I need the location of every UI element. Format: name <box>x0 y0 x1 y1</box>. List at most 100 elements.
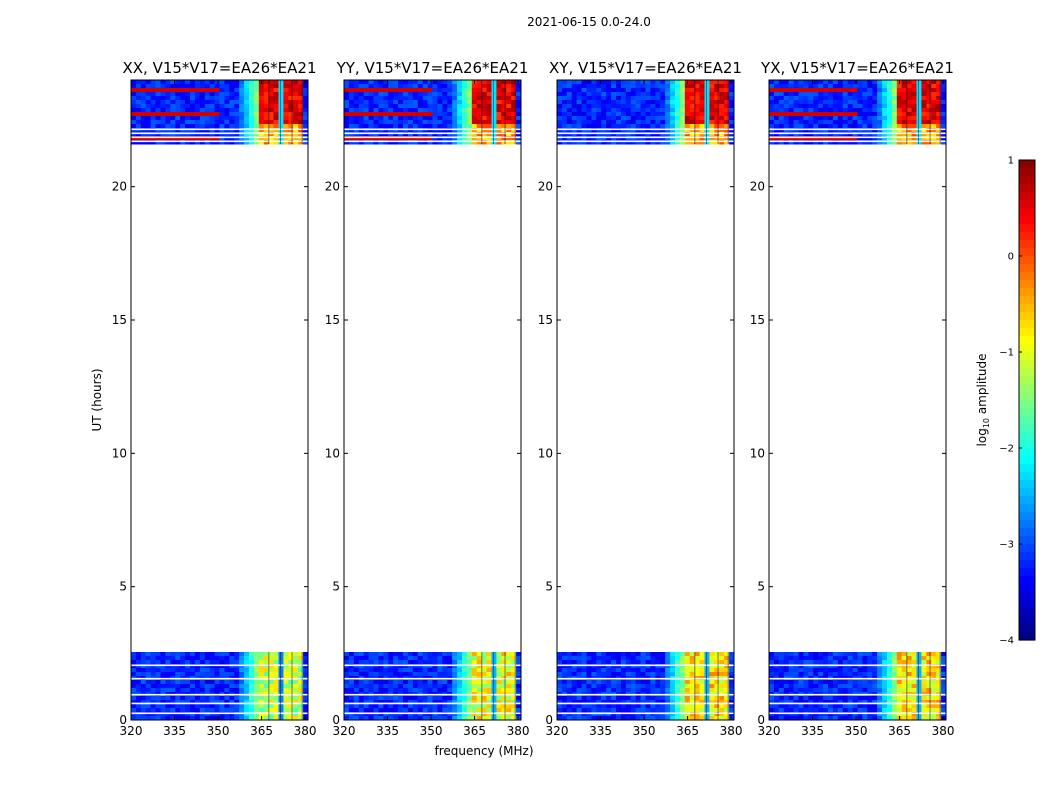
heatmap-cell <box>684 96 691 101</box>
heatmap-cell <box>901 136 908 141</box>
heatmap-cell <box>783 128 790 133</box>
heatmap-cell <box>813 664 819 669</box>
heatmap-cell <box>150 708 157 713</box>
heatmap-cell <box>941 660 947 665</box>
heatmap-cell <box>199 656 206 661</box>
heatmap-cell <box>190 656 196 661</box>
heatmap-cell <box>199 80 206 85</box>
heatmap-cell <box>630 704 637 709</box>
heatmap-cell <box>383 672 389 677</box>
heatmap-cell <box>813 136 819 141</box>
heatmap-cell <box>813 96 819 101</box>
heatmap-cell <box>442 116 448 121</box>
heatmap-cell <box>194 112 201 117</box>
heatmap-cell <box>887 712 893 717</box>
heatmap-cell <box>214 700 220 705</box>
heatmap-cell <box>239 700 245 705</box>
heatmap-cell <box>670 116 676 121</box>
heatmap-cell <box>471 108 478 113</box>
heatmap-cell <box>906 664 913 669</box>
heatmap-cell <box>561 700 568 705</box>
colorbar-segment <box>1019 400 1035 409</box>
heatmap-cell <box>887 120 893 125</box>
heatmap-cell <box>417 116 424 121</box>
heatmap-cell <box>645 652 651 657</box>
heatmap-cell <box>591 124 597 129</box>
heatmap-cell <box>694 92 701 97</box>
heatmap-cell <box>616 712 622 717</box>
axes-frame <box>768 79 947 721</box>
heatmap-cell <box>388 712 394 717</box>
heatmap-cell <box>170 84 176 89</box>
heatmap-cell <box>398 112 404 117</box>
heatmap-cell <box>561 108 568 113</box>
heatmap-cell <box>586 700 592 705</box>
heatmap-cell <box>576 700 583 705</box>
heatmap-cell <box>611 704 617 709</box>
heatmap-cell <box>694 708 701 713</box>
heatmap-cell <box>793 132 799 137</box>
heatmap-cell <box>442 128 448 133</box>
heatmap-cell <box>298 668 304 673</box>
heatmap-cell <box>926 700 932 705</box>
heatmap-cell <box>263 108 270 113</box>
heatmap-cell <box>204 688 211 693</box>
heatmap-cell <box>131 120 137 125</box>
heatmap-cell <box>921 84 927 89</box>
heatmap-cell <box>640 684 646 689</box>
y-tick-label: 0 <box>545 713 553 727</box>
heatmap-cell <box>611 708 617 713</box>
heatmap-cell <box>891 680 898 685</box>
heatmap-cell <box>557 124 563 129</box>
heatmap-cell <box>719 712 725 717</box>
heatmap-cell <box>714 112 720 117</box>
heatmap-cell <box>214 716 220 721</box>
heatmap-cell <box>832 712 839 717</box>
heatmap-cell <box>506 124 512 129</box>
heatmap-cell <box>857 660 863 665</box>
heatmap-cell <box>803 704 809 709</box>
heatmap-cell <box>882 668 888 673</box>
heatmap-cell <box>378 716 384 721</box>
heatmap-cell <box>388 656 394 661</box>
heatmap-cell <box>699 700 705 705</box>
heatmap-cell <box>704 696 710 701</box>
heatmap-cell <box>808 656 814 661</box>
heatmap-cell <box>496 88 502 93</box>
heatmap-cell <box>561 80 568 85</box>
heatmap-cell <box>466 124 473 129</box>
heatmap-cell <box>378 708 384 713</box>
heatmap-cell <box>911 700 917 705</box>
heatmap-cell <box>298 660 304 665</box>
heatmap-cell <box>709 672 715 677</box>
heatmap-cell <box>906 96 913 101</box>
heatmap-cell <box>358 672 365 677</box>
heatmap-cell <box>640 100 646 105</box>
heatmap-cell <box>645 656 651 661</box>
heatmap-cell <box>872 104 878 109</box>
heatmap-cell <box>373 100 379 105</box>
heatmap-cell <box>293 92 299 97</box>
heatmap-cell <box>936 656 942 661</box>
heatmap-cell <box>358 656 365 661</box>
heatmap-cell <box>229 652 235 657</box>
heatmap-cell <box>344 128 350 133</box>
heatmap-cell <box>911 672 917 677</box>
heatmap-cell <box>358 136 365 141</box>
heatmap-cell <box>616 716 622 721</box>
heatmap-cell <box>803 132 809 137</box>
colorbar-segment <box>1019 272 1035 281</box>
heatmap-cell <box>165 708 171 713</box>
heatmap-cell <box>620 116 627 121</box>
heatmap-cell <box>828 716 834 721</box>
heatmap-cell <box>852 708 858 713</box>
heatmap-cell <box>496 96 502 101</box>
heatmap-cell <box>373 124 379 129</box>
heatmap-cell <box>625 120 632 125</box>
heatmap-cell <box>901 712 908 717</box>
heatmap-cell <box>769 656 775 661</box>
heatmap-cell <box>368 108 374 113</box>
heatmap-cell <box>931 88 937 93</box>
heatmap-cell <box>650 716 656 721</box>
